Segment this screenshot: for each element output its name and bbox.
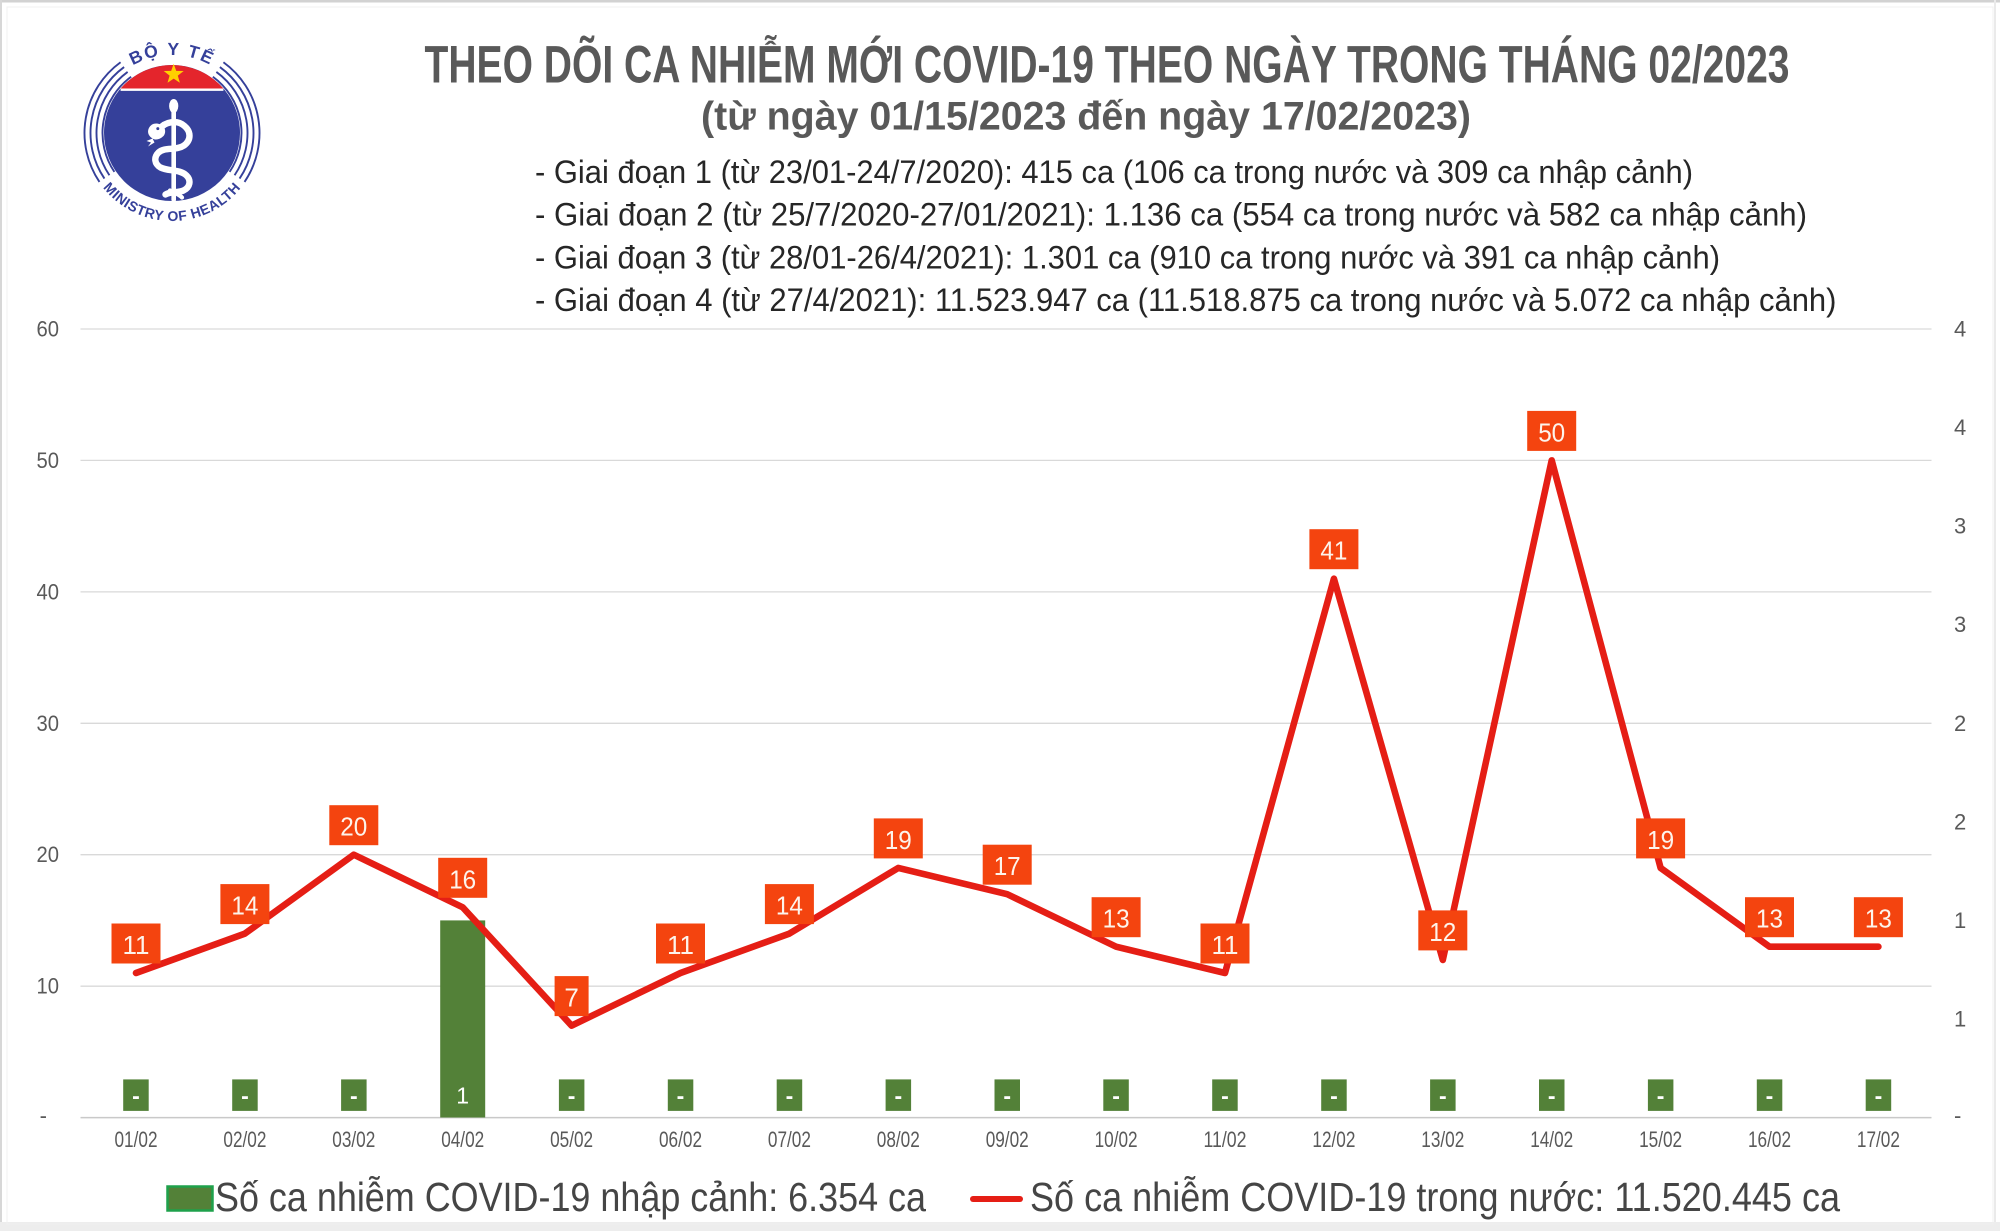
svg-text:40: 40	[37, 579, 60, 604]
svg-text:03/02: 03/02	[332, 1127, 375, 1152]
svg-text:10/02: 10/02	[1095, 1127, 1138, 1152]
svg-text:-: -	[1875, 1083, 1883, 1109]
svg-text:09/02: 09/02	[986, 1127, 1029, 1152]
svg-text:4: 4	[1954, 415, 1966, 440]
svg-text:-: -	[1330, 1083, 1338, 1109]
svg-text:60: 60	[37, 317, 60, 342]
svg-text:-: -	[786, 1083, 794, 1109]
svg-text:30: 30	[37, 711, 60, 736]
svg-text:01/02: 01/02	[115, 1127, 158, 1152]
svg-text:4: 4	[1954, 317, 1966, 342]
svg-text:- Giai đoạn 1 (từ 23/01-24/7/2: - Giai đoạn 1 (từ 23/01-24/7/2020): 415 …	[535, 154, 1693, 190]
svg-text:3: 3	[1954, 612, 1966, 637]
svg-text:-: -	[241, 1083, 249, 1109]
svg-text:16: 16	[449, 864, 476, 894]
svg-text:-: -	[1766, 1083, 1774, 1109]
svg-text:Số ca nhiễm COVID-19 nhập cảnh: Số ca nhiễm COVID-19 nhập cảnh: 6.354 ca	[215, 1174, 926, 1220]
svg-text:04/02: 04/02	[441, 1127, 484, 1152]
svg-text:-: -	[1548, 1083, 1556, 1109]
svg-text:BỘ Y TẾ: BỘ Y TẾ	[126, 39, 219, 69]
svg-text:- Giai đoạn 2 (từ 25/7/2020-27: - Giai đoạn 2 (từ 25/7/2020-27/01/2021):…	[535, 197, 1807, 233]
svg-text:3: 3	[1954, 514, 1966, 539]
svg-text:THEO DÕI CA NHIỄM MỚI COVID-19: THEO DÕI CA NHIỄM MỚI COVID-19 THEO NGÀY…	[425, 34, 1790, 95]
svg-text:-: -	[1221, 1083, 1229, 1109]
svg-text:15/02: 15/02	[1639, 1127, 1682, 1152]
svg-text:13: 13	[1103, 904, 1130, 934]
svg-text:-: -	[40, 1103, 47, 1128]
svg-text:08/02: 08/02	[877, 1127, 920, 1152]
svg-text:1: 1	[1954, 1007, 1966, 1032]
svg-text:16/02: 16/02	[1748, 1127, 1791, 1152]
svg-text:14: 14	[776, 891, 803, 921]
svg-text:19: 19	[1647, 825, 1674, 855]
svg-text:14/02: 14/02	[1530, 1127, 1573, 1152]
svg-text:(từ ngày 01/15/2023 đến ngày 1: (từ ngày 01/15/2023 đến ngày 17/02/2023)	[701, 95, 1471, 139]
svg-text:02/02: 02/02	[223, 1127, 266, 1152]
svg-text:-: -	[677, 1083, 685, 1109]
svg-text:06/02: 06/02	[659, 1127, 702, 1152]
svg-text:1: 1	[1954, 908, 1966, 933]
svg-text:12/02: 12/02	[1312, 1127, 1355, 1152]
svg-text:50: 50	[37, 448, 60, 473]
svg-text:10: 10	[37, 974, 60, 999]
svg-text:-: -	[568, 1083, 576, 1109]
svg-text:11: 11	[123, 930, 150, 960]
svg-text:17: 17	[994, 851, 1021, 881]
svg-text:-: -	[1954, 1103, 1961, 1128]
svg-text:14: 14	[231, 891, 258, 921]
svg-text:20: 20	[340, 812, 367, 842]
svg-text:05/02: 05/02	[550, 1127, 593, 1152]
svg-text:-: -	[1112, 1083, 1120, 1109]
svg-text:- Giai đoạn 4 (từ 27/4/2021):: - Giai đoạn 4 (từ 27/4/2021): 11.523.947…	[535, 282, 1837, 318]
svg-text:-: -	[1003, 1083, 1011, 1109]
svg-text:11: 11	[667, 930, 694, 960]
svg-text:-: -	[1657, 1083, 1665, 1109]
svg-text:11/02: 11/02	[1204, 1127, 1247, 1152]
svg-text:41: 41	[1320, 536, 1347, 566]
svg-text:7: 7	[564, 983, 578, 1013]
svg-text:50: 50	[1538, 417, 1565, 447]
svg-text:2: 2	[1954, 809, 1966, 834]
svg-text:-: -	[894, 1083, 902, 1109]
svg-text:17/02: 17/02	[1857, 1127, 1900, 1152]
svg-text:11: 11	[1212, 930, 1239, 960]
svg-text:20: 20	[37, 842, 60, 867]
svg-text:-: -	[132, 1083, 140, 1109]
svg-text:-: -	[350, 1083, 358, 1109]
svg-text:-: -	[1439, 1083, 1447, 1109]
svg-text:- Giai đoạn 3 (từ 28/01-26/4/2: - Giai đoạn 3 (từ 28/01-26/4/2021): 1.30…	[535, 239, 1720, 275]
svg-text:Số ca nhiễm COVID-19 trong nướ: Số ca nhiễm COVID-19 trong nước: 11.520.…	[1030, 1174, 1840, 1220]
svg-text:12: 12	[1429, 917, 1456, 947]
svg-text:1: 1	[456, 1083, 469, 1109]
svg-text:2: 2	[1954, 711, 1966, 736]
svg-text:19: 19	[885, 825, 912, 855]
svg-text:07/02: 07/02	[768, 1127, 811, 1152]
svg-text:13: 13	[1756, 904, 1783, 934]
svg-text:13/02: 13/02	[1421, 1127, 1464, 1152]
svg-text:13: 13	[1865, 904, 1892, 934]
